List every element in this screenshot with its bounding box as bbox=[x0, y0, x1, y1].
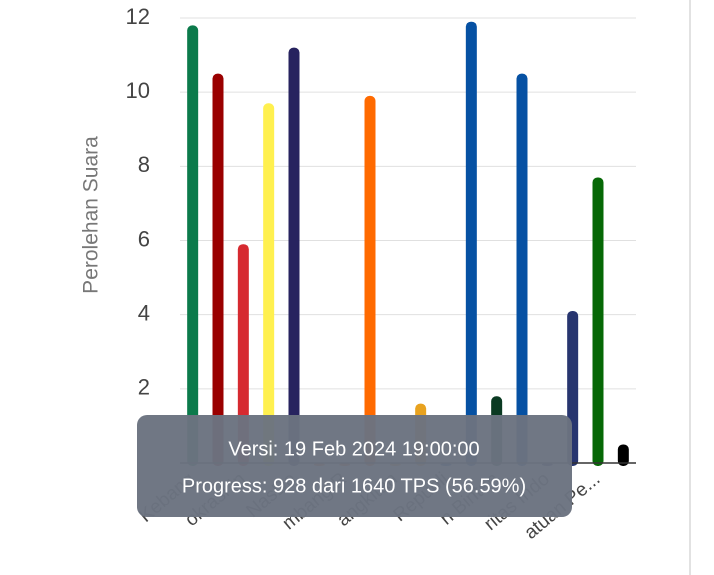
y-tick-label: 6 bbox=[138, 226, 150, 251]
y-tick-label: 12 bbox=[126, 4, 150, 29]
tooltip: Versi: 19 Feb 2024 19:00:00 Progress: 928… bbox=[137, 415, 572, 517]
y-axis-title: Perolehan Suara bbox=[80, 136, 103, 294]
bar bbox=[288, 47, 300, 467]
bar bbox=[364, 95, 376, 466]
tooltip-box bbox=[137, 415, 572, 517]
y-tick-label: 4 bbox=[138, 300, 150, 325]
bar bbox=[187, 25, 199, 467]
tooltip-line: Versi: 19 Feb 2024 19:00:00 bbox=[228, 438, 479, 460]
bar bbox=[592, 177, 604, 467]
bar bbox=[617, 444, 629, 466]
y-tick-label: 2 bbox=[138, 375, 150, 400]
tooltip-line: Progress: 928 dari 1640 TPS (56.59%) bbox=[182, 475, 526, 497]
bar bbox=[237, 244, 249, 466]
y-tick-label: 8 bbox=[138, 152, 150, 177]
bar bbox=[263, 103, 275, 467]
bar bbox=[516, 73, 528, 466]
bar bbox=[465, 21, 477, 466]
bar bbox=[212, 73, 224, 466]
y-tick-label: 10 bbox=[126, 78, 150, 103]
